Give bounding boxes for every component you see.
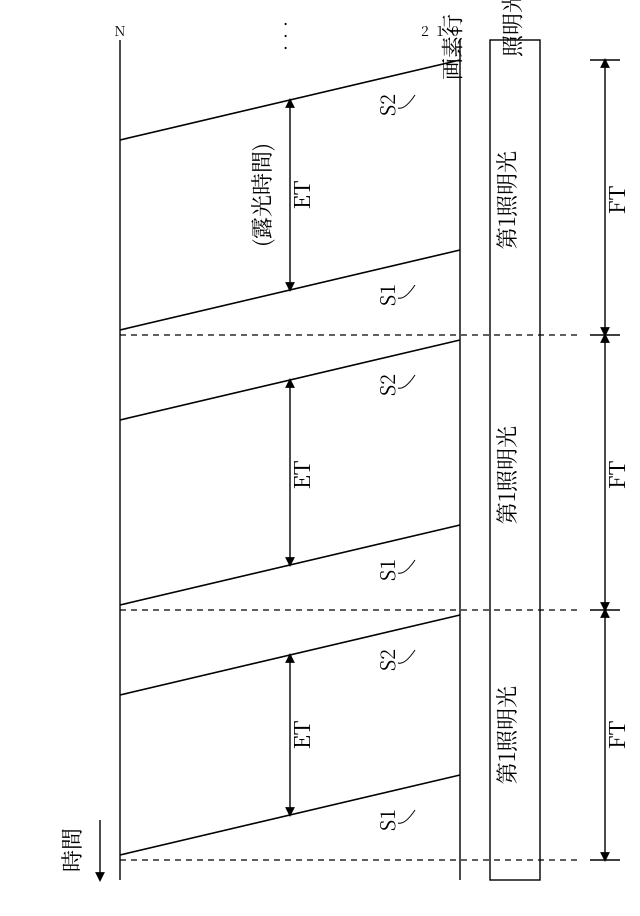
et-label-f1-line2: (露光時間)	[246, 143, 277, 247]
time-axis-label: 時間	[56, 828, 87, 872]
s2-label-f1: S2	[372, 94, 401, 116]
ft-label-2: FT	[601, 460, 632, 489]
s1-label-f1: S1	[372, 284, 401, 306]
row-index-labels: 0 1 2 ・・・ N	[114, 18, 459, 54]
et-label-f2: ET	[286, 460, 317, 489]
ft-label-1: FT	[601, 185, 632, 214]
s2-label-f3: S2	[372, 649, 401, 671]
timing-diagram: FT FT FT 第1照明光 第1照明光 第1照明光 照明光 S2	[0, 0, 640, 916]
illumination-axis-label: 照明光	[497, 0, 528, 57]
row-dots: ・・・	[277, 18, 294, 54]
s-labels: S2 S1 S2 S1 S2 S1	[372, 94, 415, 831]
pixel-row-axis-label: 画素行	[437, 14, 468, 80]
ft-label-3: FT	[601, 720, 632, 749]
illum-band-label-1: 第1照明光	[491, 151, 522, 249]
et-label-f3: ET	[286, 720, 317, 749]
et-labels: ET (露光時間) ET ET	[246, 143, 317, 749]
s2-label-f2: S2	[372, 374, 401, 396]
row-2: 2	[421, 21, 429, 41]
row-N: N	[114, 21, 125, 41]
illum-band-label-2: 第1照明光	[491, 426, 522, 524]
s1-label-f3: S1	[372, 809, 401, 831]
illum-band-label-3: 第1照明光	[491, 686, 522, 784]
et-label-f1-line1: ET	[286, 180, 317, 209]
s1-label-f2: S1	[372, 559, 401, 581]
